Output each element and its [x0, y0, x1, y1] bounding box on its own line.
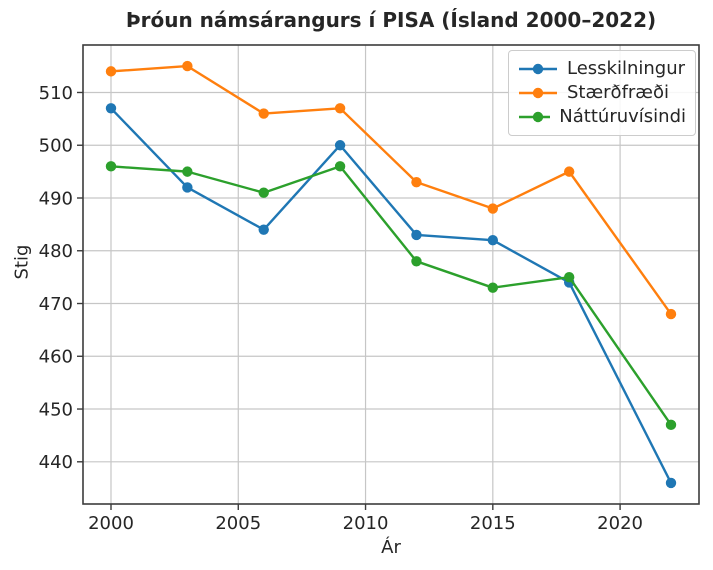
y-tick-label: 500 — [39, 136, 73, 157]
data-point — [563, 271, 575, 283]
data-point — [258, 108, 269, 119]
legend-item-1: Stærðfræði — [518, 81, 686, 105]
data-point — [411, 229, 422, 241]
legend-label: Lesskilningur — [567, 58, 686, 79]
series-line — [110, 107, 673, 484]
data-point — [182, 166, 193, 177]
data-point — [487, 235, 499, 246]
data-point — [182, 182, 193, 193]
data-point — [258, 187, 269, 198]
x-tick-label: 2020 — [597, 513, 643, 534]
legend-label: Náttúruvísindi — [559, 106, 686, 127]
data-point — [334, 103, 346, 114]
data-point — [258, 224, 269, 235]
data-point — [487, 203, 499, 214]
x-tick-label: 2010 — [343, 513, 389, 534]
x-axis-label: Ár — [381, 537, 401, 558]
chart-title: Þróun námsárangurs í PISA (Ísland 2000–2… — [125, 8, 657, 32]
legend: Lesskilningur Stærðfræði Náttúruvísindi — [508, 50, 696, 136]
data-point — [665, 308, 677, 320]
y-tick-label: 510 — [39, 83, 73, 104]
y-tick-label: 450 — [39, 399, 73, 420]
series-line — [110, 64, 672, 315]
data-point — [182, 60, 193, 72]
y-tick-label: 470 — [39, 294, 73, 315]
legend-item-2: Náttúruvísindi — [518, 105, 686, 129]
series-line — [110, 165, 672, 426]
data-point — [563, 166, 575, 177]
data-point — [334, 161, 346, 172]
y-tick-label: 460 — [39, 347, 73, 368]
x-tick-label: 2000 — [88, 513, 134, 534]
x-tick-label: 2015 — [470, 513, 516, 534]
data-point — [105, 161, 117, 172]
y-tick-label: 440 — [39, 452, 73, 473]
data-point — [334, 140, 346, 151]
data-point — [411, 256, 422, 267]
legend-swatch-icon — [519, 87, 557, 99]
legend-label: Stærðfræði — [567, 82, 669, 103]
x-tick-label: 2005 — [215, 513, 261, 534]
data-point — [665, 477, 677, 489]
data-point — [665, 419, 677, 431]
axes-frame — [82, 44, 700, 505]
data-point — [105, 103, 117, 114]
legend-swatch-icon — [519, 63, 557, 75]
data-point — [487, 282, 499, 293]
data-point — [411, 176, 422, 188]
data-point — [105, 66, 117, 77]
y-tick-label: 480 — [39, 241, 73, 262]
y-axis-label: Stig — [11, 244, 33, 280]
legend-swatch-icon — [519, 111, 551, 123]
legend-item-0: Lesskilningur — [518, 57, 686, 81]
y-tick-label: 490 — [39, 188, 73, 209]
